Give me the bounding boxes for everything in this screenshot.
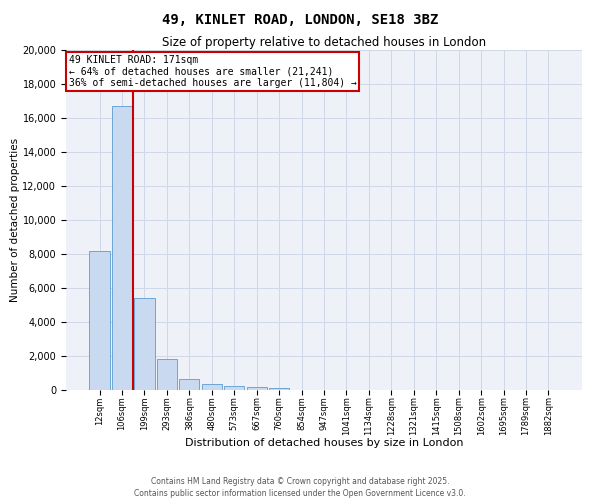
Bar (89, 250, 110, 390)
Text: 49 KINLET ROAD: 171sqm
← 64% of detached houses are smaller (21,241)
36% of semi: 49 KINLET ROAD: 171sqm ← 64% of detached… (68, 55, 356, 88)
Y-axis label: Number of detached properties: Number of detached properties (10, 138, 20, 302)
Bar (179, 379, 199, 390)
Text: Contains HM Land Registry data © Crown copyright and database right 2025.
Contai: Contains HM Land Registry data © Crown c… (134, 476, 466, 498)
Title: Size of property relative to detached houses in London: Size of property relative to detached ho… (162, 36, 486, 49)
Text: 49, KINLET ROAD, LONDON, SE18 3BZ: 49, KINLET ROAD, LONDON, SE18 3BZ (162, 12, 438, 26)
X-axis label: Distribution of detached houses by size in London: Distribution of detached houses by size … (185, 438, 463, 448)
Bar (247, 386, 267, 390)
Bar (157, 358, 177, 390)
Bar (202, 384, 222, 390)
Bar (134, 298, 155, 390)
Bar (269, 388, 289, 390)
Bar (112, 106, 132, 390)
Bar (224, 386, 244, 390)
